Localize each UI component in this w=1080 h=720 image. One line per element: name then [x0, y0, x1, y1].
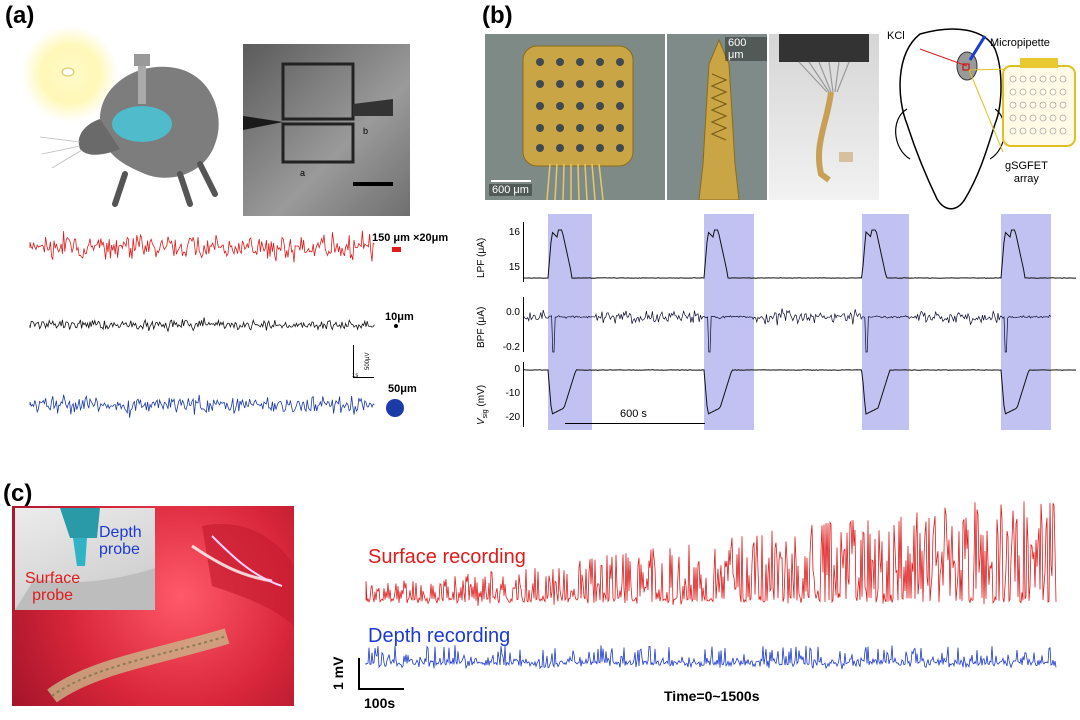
trace-blue-label: 50μm	[388, 383, 417, 395]
panel-b-plot	[523, 214, 1078, 432]
black-marker	[394, 324, 398, 328]
tick-vsig-0: 0	[514, 364, 520, 375]
scalebar-a-time: 1s	[352, 373, 359, 379]
scalebar-c-time: 100s	[364, 695, 396, 711]
array-photo-2: 600 μm	[667, 34, 767, 200]
panel-c-traces	[365, 501, 1057, 670]
ylabel-lpf: LPF (μA)	[476, 237, 487, 278]
tick-lpf-16: 16	[508, 227, 520, 238]
kcl-label: KCl	[887, 30, 905, 42]
scalebar-c-voltage: 1 mV	[330, 656, 346, 690]
tick-lpf-15: 15	[508, 262, 520, 273]
depth-probe-label: Depth probe	[99, 524, 142, 558]
trace-lpf	[524, 229, 1076, 279]
trace-black	[29, 317, 375, 333]
tick-bpf-0: 0.0	[506, 307, 520, 318]
blue-marker	[386, 399, 404, 417]
panel-a-traces	[29, 230, 375, 418]
micrograph-label-a: a	[300, 168, 305, 178]
micropipette-label: Micropipette	[990, 37, 1050, 49]
panel-b-label: (b)	[482, 2, 513, 29]
scale-label-2: 600 μm	[725, 37, 767, 61]
trace-depth	[365, 645, 1057, 670]
axis-bpf	[523, 297, 524, 352]
trace-red-label: 150 μm ×20μm	[372, 232, 449, 244]
rat-illustration	[22, 24, 230, 214]
red-marker	[392, 247, 401, 252]
trace-bpf	[523, 308, 1052, 353]
trace-red	[29, 230, 375, 263]
axis-lpf	[523, 222, 524, 282]
tick-vsig-10: -10	[505, 388, 520, 399]
scalebar-photo-1	[491, 180, 531, 182]
time-range-label: Time=0~1500s	[664, 688, 760, 704]
trace-black-label: 10μm	[385, 311, 414, 323]
scalebar-a	[353, 345, 374, 378]
ylabel-bpf: BPF (μA)	[476, 306, 487, 348]
timebar-b	[565, 423, 705, 424]
surface-probe-label: Surface probe	[25, 570, 81, 604]
panel-a-label: (a)	[5, 2, 35, 29]
timebar-b-label: 600 s	[620, 408, 647, 420]
scalebar-a-voltage: 500μV	[365, 352, 371, 370]
gsgfet-array-label: gSGFET array	[1005, 160, 1048, 185]
depth-recording-label: Depth recording	[368, 625, 511, 647]
trace-blue	[29, 394, 375, 418]
tick-vsig-20: -20	[505, 412, 520, 423]
axis-vsig	[523, 362, 524, 427]
trace-surface	[365, 501, 1057, 606]
tick-bpf-neg: -0.2	[502, 342, 520, 353]
kcl-window-3	[862, 214, 909, 430]
ylabel-vsig: Vsig (mV)	[476, 384, 489, 425]
array-photo-3	[769, 34, 879, 200]
scale-label-1: 600 μm	[489, 184, 532, 196]
probe-micrograph: a b	[243, 44, 410, 216]
kcl-window-4	[1001, 214, 1051, 430]
photo-inset: Depth probe Surface probe	[15, 508, 155, 610]
array-photo-1: 600 μm	[485, 34, 665, 200]
kcl-window-2	[704, 214, 754, 430]
surface-recording-label: Surface recording	[368, 546, 526, 568]
skull-diagram: KCl Micropipette gSGFET array	[885, 24, 1080, 214]
scalebar-c	[358, 658, 404, 690]
micrograph-label-b: b	[363, 126, 368, 136]
surgery-photo: Depth probe Surface probe	[12, 506, 294, 706]
panel-c-label: (c)	[3, 480, 33, 507]
trace-vsig	[523, 369, 1077, 415]
